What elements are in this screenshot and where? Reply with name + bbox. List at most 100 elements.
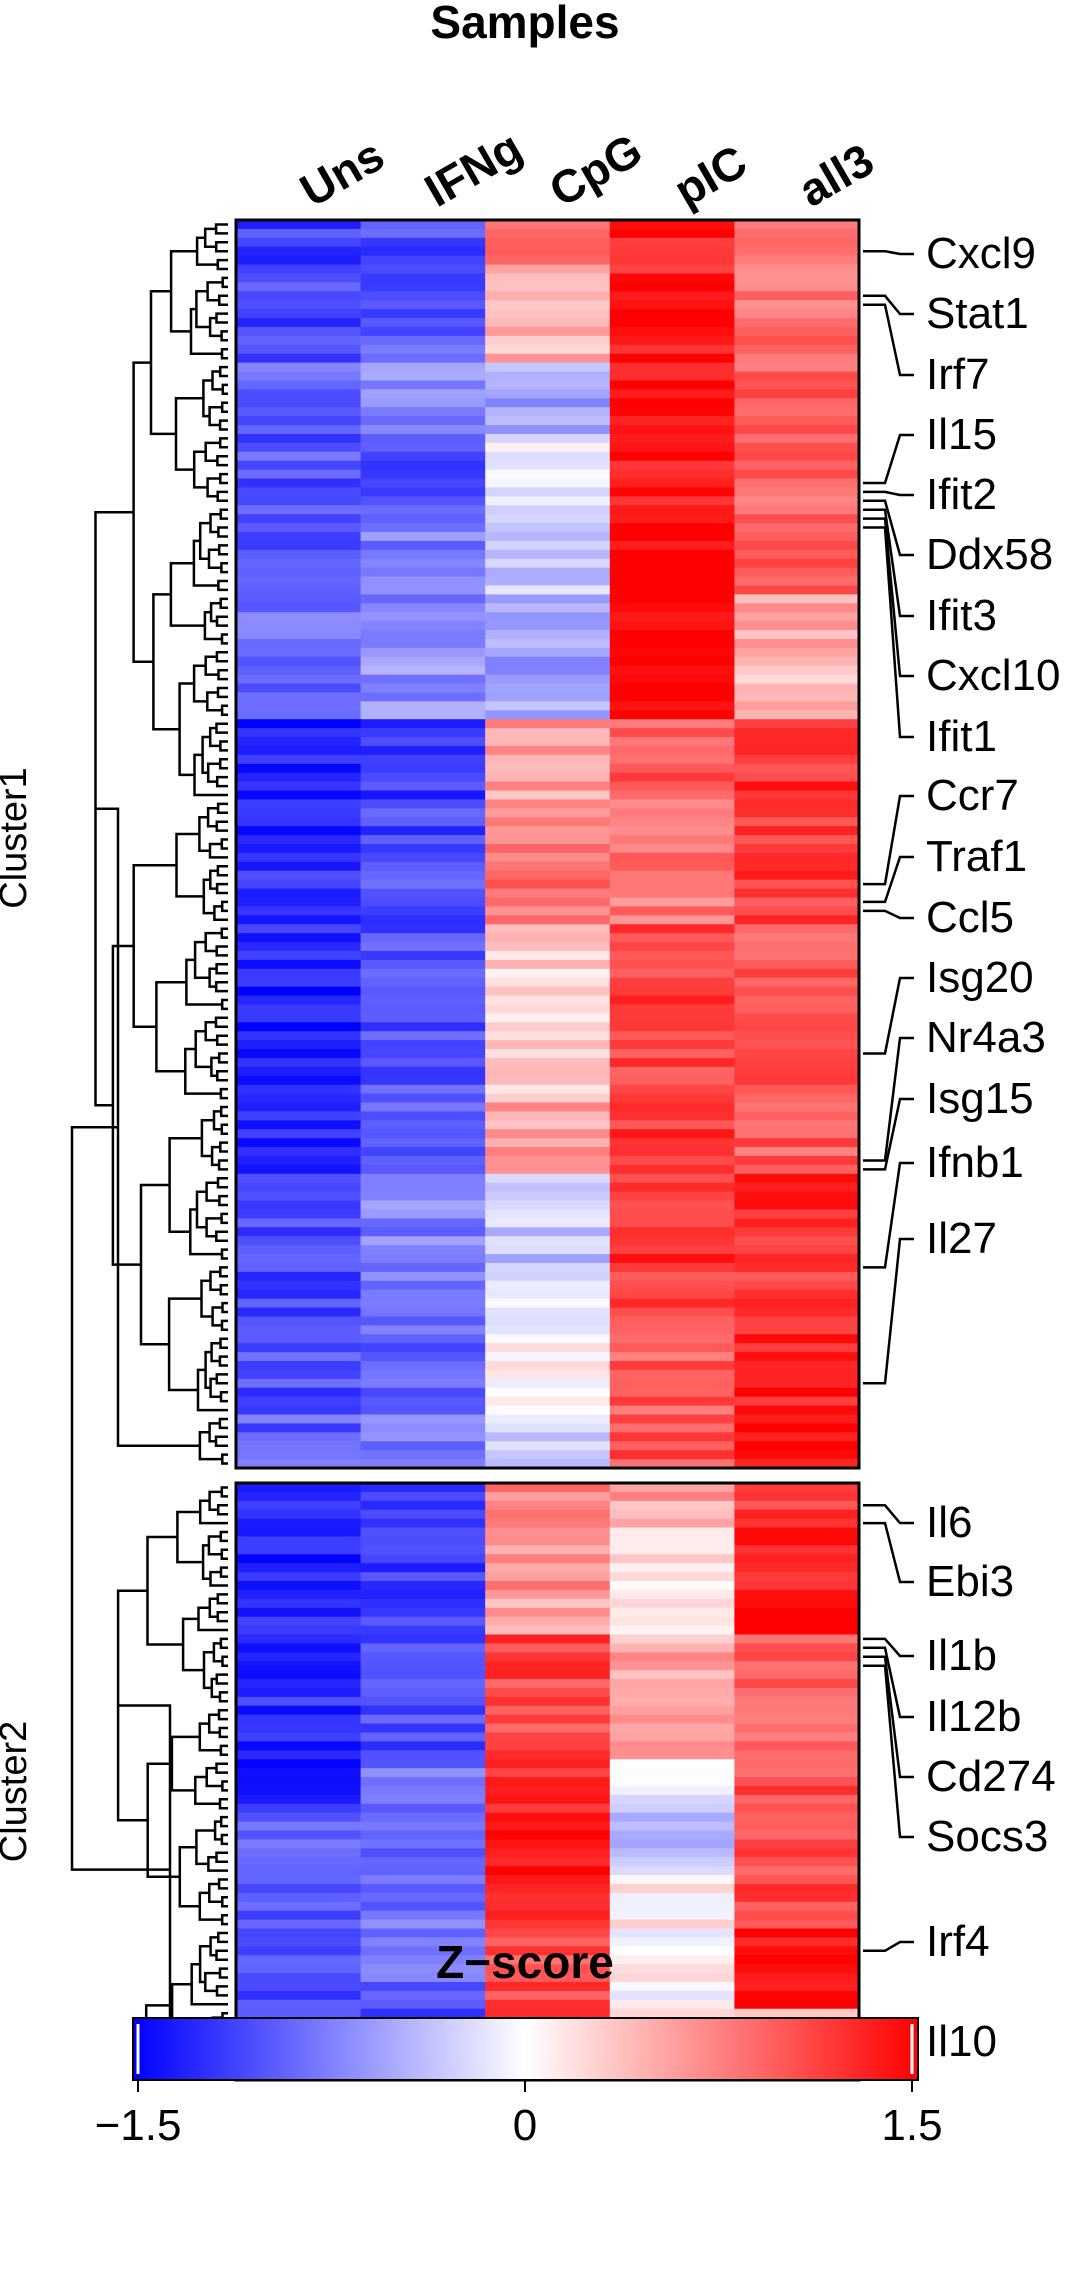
heatmap-cell [610,1643,735,1653]
heatmap-cell [610,1804,735,1814]
heatmap-cell [485,737,610,747]
heatmap-cell [734,2000,859,2010]
heatmap-cell [610,1067,735,1077]
heatmap-cell [610,1741,735,1751]
heatmap-cell [485,487,610,497]
heatmap-cell [734,1893,859,1903]
heatmap-cell [361,1120,486,1130]
heatmap-cell [610,398,735,408]
heatmap-cell [361,505,486,515]
heatmap-cell [485,345,610,355]
heatmap-cell [236,1450,361,1460]
heatmap-cell [361,1786,486,1796]
heatmap-cell [236,443,361,453]
heatmap-cell [734,541,859,551]
heatmap-cell [485,389,610,399]
heatmap-cell [734,1325,859,1335]
heatmap-cell [236,585,361,595]
heatmap-cell [734,639,859,649]
dendrogram-branch [221,1285,228,1294]
heatmap-cell [485,1325,610,1335]
heatmap-cell [734,487,859,497]
heatmap-cell [485,1670,610,1680]
heatmap-cell [485,1991,610,2001]
dendrogram-branch [222,1125,228,1134]
heatmap-cell [361,1415,486,1425]
heatmap-cell [361,1813,486,1823]
dendrogram-branch [220,1419,228,1428]
heatmap-cell [485,479,610,489]
heatmap-cell [485,1679,610,1689]
heatmap-cell [610,1893,735,1903]
heatmap-cell [734,1554,859,1564]
heatmap-cell [610,1563,735,1573]
heatmap-cell [485,1245,610,1255]
heatmap-cell [361,1156,486,1166]
heatmap-cell [734,791,859,801]
heatmap-cell [610,951,735,961]
heatmap-cell [236,1563,361,1573]
dendrogram-branch [176,398,203,469]
heatmap-cell [610,1388,735,1398]
heatmap-cell [361,621,486,631]
heatmap-cell [610,791,735,801]
heatmap-cell [610,1272,735,1282]
dendrogram-branch [156,982,186,1071]
heatmap-cell [361,1679,486,1689]
heatmap-cell [236,1670,361,1680]
heatmap-cell [610,746,735,756]
dendrogram-branch [198,1370,228,1410]
heatmap-cell [236,532,361,542]
dendrogram-branch [219,1710,228,1719]
dendrogram-root [72,1127,170,1869]
heatmap-cell [734,1991,859,2001]
heatmap-cell [485,942,610,952]
heatmap-cell [485,826,610,836]
gene-labels: Cxcl9Stat1Irf7Il15Ifit2Ddx58Ifit3Cxcl10I… [863,229,1061,2066]
heatmap-cell [236,1201,361,1211]
gene-label-cxcl10: Cxcl10 [926,651,1061,700]
heatmap-cell [485,1209,610,1219]
heatmap-cell [610,1218,735,1228]
dendrogram-branch [195,942,210,978]
heatmap-cell [734,1299,859,1309]
heatmap-cell [361,1227,486,1237]
heatmap-cell [485,933,610,943]
heatmap-cell [236,1715,361,1725]
dendrogram-branch [216,1018,228,1027]
heatmap-cell [734,817,859,827]
heatmap-cell [236,345,361,355]
dendrogram-branch [217,314,229,323]
heatmap-cell [236,1325,361,1335]
heatmap-cell [485,2000,610,2010]
gene-connector [863,911,914,918]
heatmap-cell [485,514,610,524]
heatmap-cell [361,1608,486,1618]
heatmap-cell [734,532,859,542]
heatmap-cell [361,1724,486,1734]
heatmap-cell [361,1441,486,1451]
heatmap-cell [485,1192,610,1202]
heatmap-cell [361,559,486,569]
heatmap-cell [236,1679,361,1689]
heatmap-cell [734,1750,859,1760]
heatmap-cell [485,1822,610,1832]
heatmap-cell [734,1839,859,1849]
heatmap-cell [485,853,610,863]
heatmap-cell [734,1643,859,1653]
heatmap-cell [485,1432,610,1442]
heatmap-cell [734,1361,859,1371]
heatmap-cell [734,1831,859,1841]
heatmap-cell [610,1423,735,1433]
dendrogram-branch [218,1178,228,1187]
heatmap-cell [361,1590,486,1600]
heatmap-cell [485,1617,610,1627]
heatmap-cell [610,1501,735,1511]
heatmap-cell [610,380,735,390]
heatmap-cell [361,1911,486,1921]
heatmap-cell [236,1022,361,1032]
heatmap-cell [734,657,859,667]
heatmap-cell [485,1501,610,1511]
dendrogram-branch [219,1161,228,1170]
